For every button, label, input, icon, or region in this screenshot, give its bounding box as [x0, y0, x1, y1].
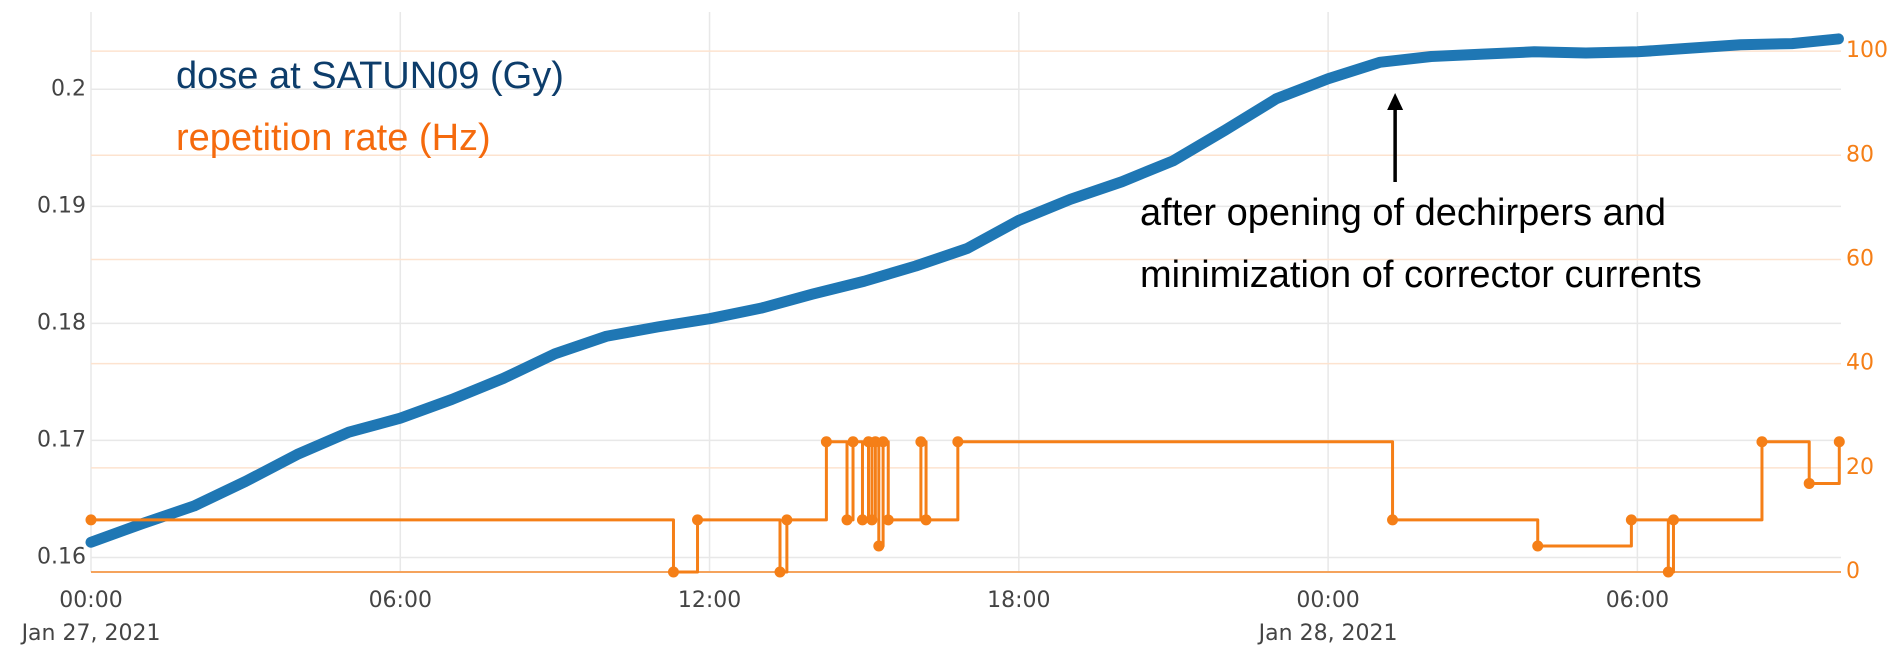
x-tick-label: 00:00 — [1296, 588, 1359, 613]
series-point — [882, 514, 894, 526]
legend-dose: dose at SATUN09 (Gy) — [176, 55, 564, 97]
y-tick-label: 0.19 — [37, 193, 86, 218]
x-tick-label: 12:00 — [678, 588, 741, 613]
series-line — [85, 33, 1844, 548]
series-point — [1532, 540, 1544, 552]
series-point — [85, 514, 97, 526]
legend-rate: repetition rate (Hz) — [176, 117, 491, 159]
series-point — [1833, 436, 1845, 448]
grid — [90, 12, 1841, 573]
series-point — [920, 514, 932, 526]
series-point — [1803, 477, 1815, 489]
y-tick-label: 0.16 — [37, 544, 86, 569]
x-tick-date: Jan 28, 2021 — [1257, 621, 1398, 646]
series-point — [1387, 514, 1399, 526]
x-tick-label: 00:00 — [59, 588, 122, 613]
y2-tick-label: 40 — [1846, 351, 1874, 376]
annotation-arrowhead — [1387, 93, 1404, 110]
series-point — [856, 514, 868, 526]
series-point — [774, 566, 786, 578]
annotation-line: minimization of corrector currents — [1140, 254, 1702, 296]
series-point — [820, 436, 832, 448]
y-tick-label: 0.2 — [51, 76, 86, 101]
series-point — [952, 436, 964, 448]
series-point — [877, 436, 889, 448]
x-tick-date: Jan 27, 2021 — [20, 621, 161, 646]
marks — [85, 33, 1845, 578]
series-point — [873, 540, 885, 552]
series-point — [1662, 566, 1674, 578]
series-point — [1667, 514, 1679, 526]
series-point — [915, 436, 927, 448]
series-point — [1756, 436, 1768, 448]
y2-tick-label: 100 — [1846, 38, 1888, 63]
series-point — [1625, 514, 1637, 526]
series-point — [869, 436, 881, 448]
series-point — [847, 436, 859, 448]
series-point — [781, 514, 793, 526]
x-tick-label: 18:00 — [987, 588, 1050, 613]
y-tick-label: 0.18 — [37, 310, 86, 335]
x-tick-label: 06:00 — [369, 588, 432, 613]
annotation-line: after opening of dechirpers and — [1140, 192, 1666, 234]
y2-tick-label: 0 — [1846, 559, 1860, 584]
series-point — [841, 514, 853, 526]
series-line — [89, 440, 1843, 574]
y2-tick-label: 60 — [1846, 246, 1874, 271]
y2-tick-label: 80 — [1846, 142, 1874, 167]
y2-tick-label: 20 — [1846, 455, 1874, 480]
y-tick-label: 0.17 — [37, 427, 86, 452]
series-point — [692, 514, 704, 526]
series-point — [667, 566, 679, 578]
series-point — [866, 514, 878, 526]
x-tick-label: 06:00 — [1606, 588, 1669, 613]
